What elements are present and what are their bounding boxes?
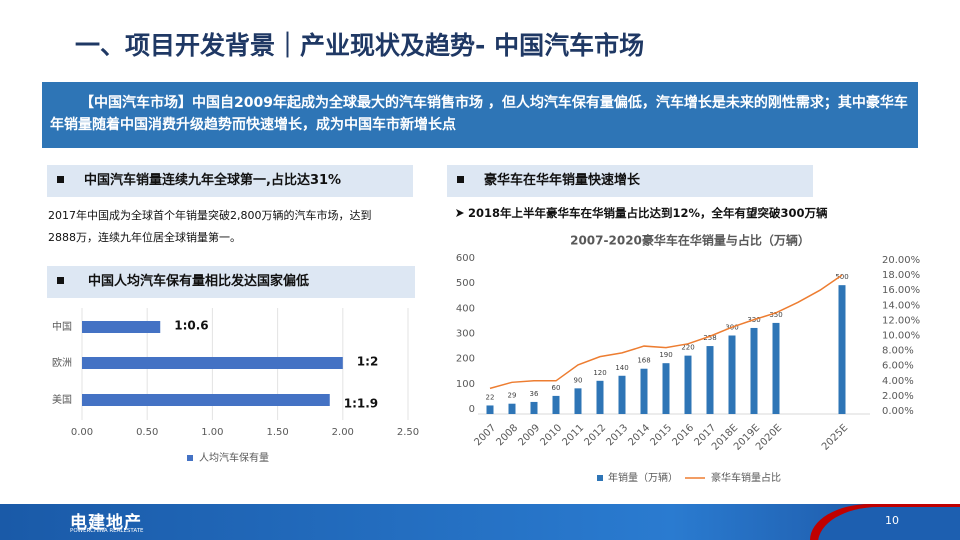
y-tick-label: 美国 bbox=[52, 393, 72, 406]
bar bbox=[486, 405, 494, 414]
y-tick-label: 500 bbox=[456, 278, 475, 289]
heading-text: 豪华车在华年销量快速增长 bbox=[484, 173, 641, 188]
section-heading: 中国汽车销量连续九年全球第一,占比达31% bbox=[47, 165, 413, 197]
data-label: 90 bbox=[574, 376, 583, 384]
bar bbox=[574, 388, 582, 414]
bar bbox=[82, 321, 161, 333]
banner bbox=[42, 82, 918, 148]
data-label: 29 bbox=[508, 392, 517, 400]
bar bbox=[82, 357, 343, 369]
heading-text: 中国人均汽车保有量相比发达国家偏低 bbox=[88, 274, 310, 289]
data-label: 22 bbox=[486, 393, 495, 401]
bar bbox=[662, 363, 670, 414]
x-tick-label: 2.50 bbox=[397, 427, 419, 438]
paragraph: 2017年中国成为全球首个年销量突破2,800万辆的汽车市场，达到2888万，连… bbox=[48, 209, 372, 244]
data-label: 258 bbox=[703, 334, 716, 342]
y-tick-label: 600 bbox=[456, 253, 475, 264]
section-heading: 豪华车在华年销量快速增长 bbox=[447, 165, 813, 197]
y-tick-label: 欧洲 bbox=[52, 357, 72, 369]
legend-swatch bbox=[187, 455, 193, 461]
bar bbox=[618, 375, 626, 414]
bullet-text: 2018年上半年豪华车在华销量占比达到12%，全年有望突破300万辆 bbox=[468, 206, 828, 220]
data-label: 1:1.9 bbox=[344, 397, 378, 411]
bullet-arrow bbox=[456, 209, 464, 217]
data-label: 190 bbox=[659, 351, 672, 359]
y2-tick-label: 14.00% bbox=[882, 300, 920, 311]
x-tick-label: 2013 bbox=[604, 422, 630, 448]
data-label: 168 bbox=[637, 357, 650, 365]
bar bbox=[640, 368, 648, 414]
bar bbox=[838, 285, 846, 414]
footer bbox=[0, 504, 960, 540]
chart-title: 2007-2020豪华车在华销量与占比（万辆） bbox=[570, 233, 810, 248]
legend-label: 豪华车销量占比 bbox=[711, 471, 781, 484]
y2-tick-label: 20.00% bbox=[882, 255, 920, 266]
bar bbox=[750, 327, 758, 414]
data-label: 60 bbox=[552, 384, 561, 392]
data-label: 220 bbox=[681, 344, 694, 352]
y2-tick-label: 6.00% bbox=[882, 361, 914, 372]
bar bbox=[530, 401, 538, 414]
data-label: 500 bbox=[835, 273, 848, 281]
y-tick-label: 300 bbox=[456, 329, 475, 340]
bar bbox=[684, 355, 692, 414]
bar bbox=[706, 346, 714, 414]
y2-tick-label: 8.00% bbox=[882, 346, 914, 357]
line bbox=[489, 274, 843, 390]
y-tick-label: 中国 bbox=[52, 320, 72, 333]
x-tick-label: 2015 bbox=[648, 422, 674, 448]
x-tick-label: 2008 bbox=[494, 422, 520, 448]
y-tick-label: 0 bbox=[469, 404, 475, 415]
x-tick-label: 0.00 bbox=[71, 427, 93, 438]
bar bbox=[772, 322, 780, 414]
legend-swatch bbox=[597, 475, 603, 481]
data-label: 1:0.6 bbox=[174, 319, 208, 333]
bar bbox=[552, 395, 560, 414]
y2-tick-label: 18.00% bbox=[882, 270, 920, 281]
x-tick-label: 2007 bbox=[472, 422, 498, 448]
page-number: 10 bbox=[885, 514, 899, 527]
heading-text: 中国汽车销量连续九年全球第一,占比达31% bbox=[84, 173, 342, 188]
y-tick-label: 400 bbox=[456, 303, 475, 314]
y2-tick-label: 4.00% bbox=[882, 376, 914, 387]
data-label: 1:2 bbox=[357, 355, 379, 369]
x-tick-label: 2025E bbox=[820, 422, 850, 452]
data-label: 36 bbox=[530, 390, 539, 398]
y-tick-label: 200 bbox=[456, 354, 475, 365]
bar bbox=[82, 394, 330, 406]
legend-label: 年销量（万辆） bbox=[608, 471, 678, 484]
y2-tick-label: 0.00% bbox=[882, 406, 914, 417]
y2-tick-label: 10.00% bbox=[882, 331, 920, 342]
logo: 电建地产 bbox=[70, 513, 142, 533]
slide-title: 一、项目开发背景｜产业现状及趋势- 中国汽车市场 bbox=[75, 31, 645, 60]
x-tick-label: 2.00 bbox=[332, 427, 354, 438]
y2-tick-label: 12.00% bbox=[882, 315, 920, 326]
y-tick-label: 100 bbox=[456, 379, 475, 390]
x-tick-label: 2012 bbox=[582, 422, 608, 448]
logo-subtitle: POWERCHINA REALESTATE bbox=[70, 528, 144, 534]
x-tick-label: 2014 bbox=[626, 422, 652, 448]
x-tick-label: 2010 bbox=[538, 422, 564, 448]
x-tick-label: 2011 bbox=[560, 422, 586, 448]
data-label: 140 bbox=[615, 364, 628, 372]
data-label: 120 bbox=[593, 369, 606, 377]
bar bbox=[596, 380, 604, 414]
legend-label: 人均汽车保有量 bbox=[199, 451, 269, 464]
data-label: 350 bbox=[769, 311, 782, 319]
x-tick-label: 0.50 bbox=[136, 427, 158, 438]
x-tick-label: 2016 bbox=[670, 422, 696, 448]
x-tick-label: 1.00 bbox=[201, 427, 223, 438]
y2-tick-label: 2.00% bbox=[882, 391, 914, 402]
y2-tick-label: 16.00% bbox=[882, 285, 920, 296]
x-tick-label: 1.50 bbox=[266, 427, 288, 438]
x-tick-label: 2009 bbox=[516, 422, 542, 448]
bullet: 2018年上半年豪华车在华销量占比达到12%，全年有望突破300万辆 bbox=[455, 205, 828, 221]
banner-text: 【中国汽车市场】中国自2009年起成为全球最大的汽车销售市场 ，但人均汽车保有量… bbox=[50, 95, 908, 133]
section-heading: 中国人均汽车保有量相比发达国家偏低 bbox=[47, 266, 415, 298]
bar bbox=[728, 335, 736, 414]
bar bbox=[508, 403, 516, 414]
